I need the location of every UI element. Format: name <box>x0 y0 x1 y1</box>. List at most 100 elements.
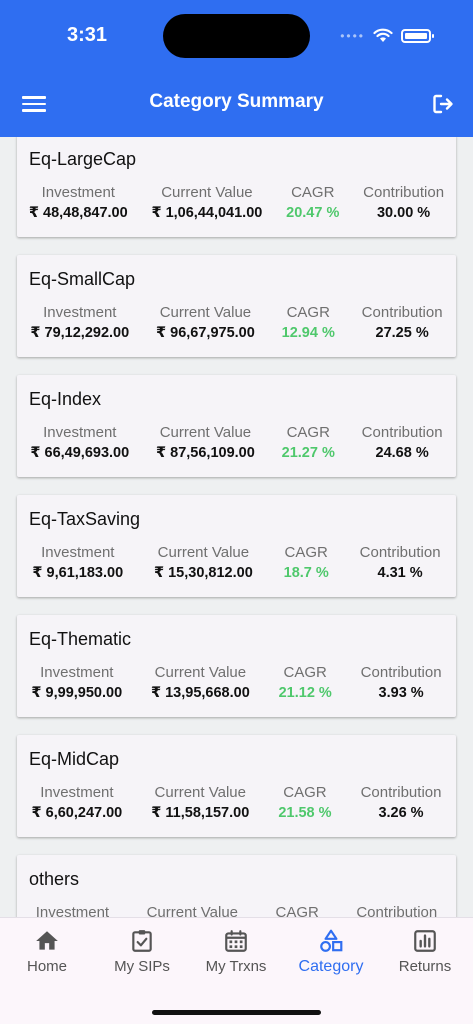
cagr-value: 21.58 % <box>278 805 332 821</box>
category-name: Eq-MidCap <box>29 749 120 769</box>
current-value-column: Current Value ₹ 13,95,668.00 <box>151 664 250 701</box>
cagr-column: CAGR 18.7 % <box>284 544 329 581</box>
category-name: Eq-TaxSaving <box>29 509 141 529</box>
tab-label: My SIPs <box>114 958 170 975</box>
tab-category[interactable]: Category <box>284 928 378 976</box>
cagr-column: CAGR 21.12 % <box>279 664 332 701</box>
investment-value: ₹ 6,60,247.00 <box>31 805 123 821</box>
status-time: 3:31 <box>67 24 108 46</box>
cagr-value: 12.94 % <box>281 325 335 341</box>
cagr-label: CAGR <box>283 664 327 681</box>
hamburger-line <box>22 102 46 105</box>
contribution-label: Contribution <box>361 304 443 321</box>
category-card[interactable]: others Investment Current Value CAGR Con… <box>17 855 456 917</box>
investment-column: Investment ₹ 9,99,950.00 <box>31 664 122 701</box>
current-value-value: ₹ 96,67,975.00 <box>156 325 255 341</box>
category-card[interactable]: Eq-SmallCap Investment ₹ 79,12,292.00 Cur… <box>17 255 456 357</box>
category-card[interactable]: Eq-MidCap Investment ₹ 6,60,247.00 Curren… <box>17 735 456 837</box>
logout-icon[interactable] <box>431 92 455 116</box>
wifi-icon <box>373 28 393 42</box>
investment-column: Investment ₹ 66,49,693.00 <box>30 424 129 461</box>
contribution-column: Contribution 3.26 % <box>361 784 442 821</box>
home-indicator <box>152 1010 321 1015</box>
current-value-column: Current Value <box>147 904 238 917</box>
investment-label: Investment <box>40 664 114 681</box>
hamburger-menu-icon <box>22 96 46 99</box>
investment-value: ₹ 9,61,183.00 <box>32 565 124 581</box>
tab-my-trxns[interactable]: My Trxns <box>189 928 283 975</box>
category-metrics: Investment ₹ 66,49,693.00 Current Value ₹ … <box>17 424 456 461</box>
category-list[interactable]: Eq-LargeCap Investment ₹ 48,48,847.00 Cur… <box>0 137 473 917</box>
contribution-column: Contribution 27.25 % <box>362 304 443 341</box>
contribution-column: Contribution 24.68 % <box>362 424 443 461</box>
contribution-label: Contribution <box>356 904 438 917</box>
tab-returns[interactable]: Returns <box>378 928 472 975</box>
tab-label: Returns <box>398 958 452 975</box>
app-header: 3:31 •••• Category Summary <box>0 0 473 137</box>
contribution-value: 3.26 % <box>378 805 424 821</box>
current-value-column: Current Value ₹ 11,58,157.00 <box>151 784 249 821</box>
current-value-column: Current Value ₹ 96,67,975.00 <box>156 304 255 341</box>
category-name: Eq-LargeCap <box>29 149 137 169</box>
bar-chart-icon <box>414 930 436 952</box>
investment-column: Investment <box>36 904 109 917</box>
bottom-tab-bar: Home My SIPs My Trxns Category <box>0 917 473 1024</box>
current-value-label: Current Value <box>146 904 239 917</box>
menu-button[interactable] <box>22 92 46 114</box>
cagr-column: CAGR 21.27 % <box>282 424 335 461</box>
category-metrics: Investment ₹ 79,12,292.00 Current Value ₹ … <box>17 304 456 341</box>
cagr-column: CAGR 20.47 % <box>286 184 339 221</box>
investment-value: ₹ 48,48,847.00 <box>28 205 128 221</box>
investment-value: ₹ 66,49,693.00 <box>30 445 130 461</box>
dynamic-island <box>163 14 310 58</box>
contribution-value: 24.68 % <box>375 445 429 461</box>
current-value-value: ₹ 87,56,109.00 <box>156 445 255 461</box>
tab-label: Category <box>298 958 364 975</box>
contribution-label: Contribution <box>359 544 441 561</box>
signal-dots: •••• <box>340 28 365 43</box>
tab-my-sips[interactable]: My SIPs <box>95 928 189 975</box>
current-value-label: Current Value <box>159 304 252 321</box>
cagr-value: 21.12 % <box>278 685 332 701</box>
calendar-icon <box>225 930 247 952</box>
category-metrics: Investment ₹ 48,48,847.00 Current Value ₹ … <box>17 184 456 221</box>
cagr-value: 21.27 % <box>281 445 335 461</box>
cagr-label: CAGR <box>284 544 328 561</box>
contribution-label: Contribution <box>360 784 442 801</box>
category-card[interactable]: Eq-Thematic Investment ₹ 9,99,950.00 Curr… <box>17 615 456 717</box>
category-card[interactable]: Eq-TaxSaving Investment ₹ 9,61,183.00 Cur… <box>17 495 456 597</box>
cagr-column: CAGR 12.94 % <box>282 304 335 341</box>
cagr-value: 18.7 % <box>283 565 329 581</box>
cagr-label: CAGR <box>286 304 330 321</box>
category-metrics: Investment ₹ 6,60,247.00 Current Value ₹ 1… <box>17 784 456 821</box>
category-name: others <box>29 869 80 889</box>
hamburger-line <box>22 109 46 112</box>
battery-icon <box>401 28 434 43</box>
investment-column: Investment ₹ 9,61,183.00 <box>32 544 123 581</box>
contribution-column: Contribution 3.93 % <box>361 664 442 701</box>
home-icon <box>36 931 58 950</box>
category-card[interactable]: Eq-LargeCap Investment ₹ 48,48,847.00 Cur… <box>17 137 456 237</box>
category-card[interactable]: Eq-Index Investment ₹ 66,49,693.00 Curren… <box>17 375 456 477</box>
contribution-label: Contribution <box>360 664 442 681</box>
contribution-value: 27.25 % <box>375 325 429 341</box>
current-value-label: Current Value <box>157 544 250 561</box>
current-value-value: ₹ 15,30,812.00 <box>154 565 253 581</box>
contribution-value: 4.31 % <box>377 565 423 581</box>
current-value-label: Current Value <box>161 184 253 201</box>
investment-label: Investment <box>41 544 115 561</box>
current-value-label: Current Value <box>154 784 246 801</box>
contribution-label: Contribution <box>361 424 443 441</box>
tab-home[interactable]: Home <box>0 928 94 975</box>
cagr-label: CAGR <box>283 784 327 801</box>
current-value-value: ₹ 1,06,44,041.00 <box>151 205 263 221</box>
current-value-column: Current Value ₹ 87,56,109.00 <box>156 424 255 461</box>
category-name: Eq-Thematic <box>29 629 132 649</box>
cagr-column: CAGR 21.58 % <box>278 784 331 821</box>
clipboard-check-icon <box>132 930 152 952</box>
current-value-label: Current Value <box>154 664 247 681</box>
investment-value: ₹ 79,12,292.00 <box>30 325 130 341</box>
tab-label: My Trxns <box>205 958 267 975</box>
investment-label: Investment <box>41 184 115 201</box>
category-metrics: Investment ₹ 9,61,183.00 Current Value ₹ 1… <box>17 544 456 581</box>
